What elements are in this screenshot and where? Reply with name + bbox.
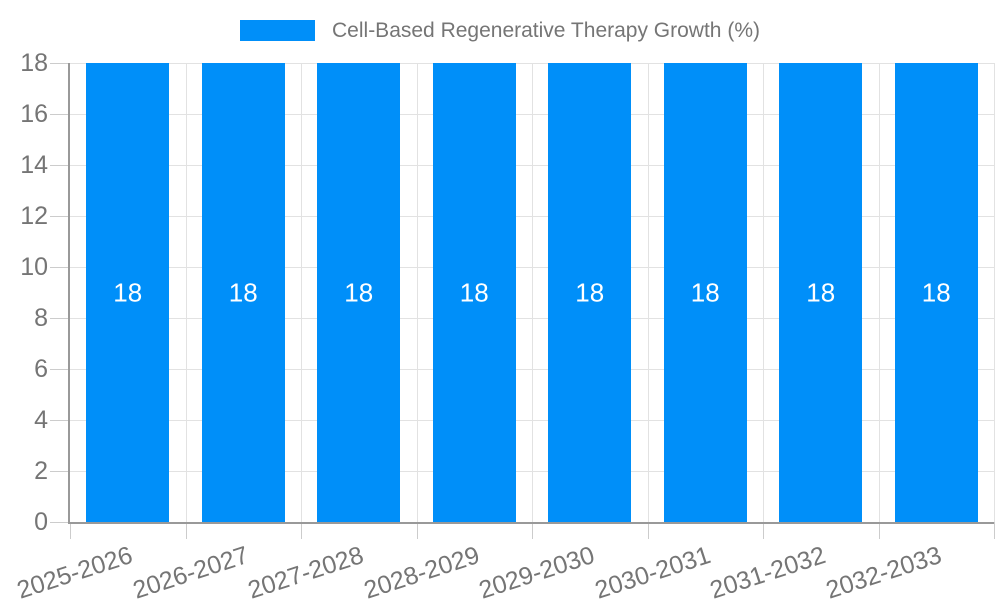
bar[interactable]: 18	[201, 63, 285, 522]
y-tick	[50, 63, 70, 64]
bar[interactable]: 18	[317, 63, 401, 522]
x-axis-category-label: 2025-2026	[13, 541, 137, 600]
bar-value-label: 18	[690, 277, 720, 307]
y-tick	[50, 318, 70, 319]
bar-value-label: 18	[921, 277, 951, 307]
y-tick	[50, 216, 70, 217]
x-axis-category-label: 2032-2033	[822, 541, 945, 600]
bar-value-label: 18	[344, 277, 374, 307]
y-axis-tick-label: 12	[20, 202, 48, 230]
y-axis-tick-label: 0	[34, 508, 48, 536]
bar[interactable]: 18	[894, 63, 978, 522]
y-axis-tick-label: 6	[34, 355, 48, 383]
x-tick	[185, 522, 187, 539]
y-tick	[50, 522, 70, 523]
y-axis-tick-label: 4	[34, 406, 48, 434]
bar-value-label: 18	[113, 277, 143, 307]
chart-legend[interactable]: Cell-Based Regenerative Therapy Growth (…	[0, 20, 1000, 41]
bar-value-label: 18	[228, 277, 258, 307]
x-axis-category-label: 2031-2032	[706, 541, 830, 600]
v-gridline	[416, 63, 418, 522]
y-axis-tick-label: 8	[34, 304, 48, 332]
x-axis-category-label: 2030-2031	[591, 541, 714, 600]
chart-title: Cell-Based Regenerative Therapy Growth (…	[332, 19, 760, 42]
x-tick	[416, 522, 418, 539]
x-tick	[301, 522, 302, 539]
y-axis-tick-label: 10	[20, 253, 48, 281]
bar[interactable]: 18	[86, 63, 170, 522]
v-gridline	[532, 63, 533, 522]
x-tick	[878, 522, 880, 539]
x-axis-category-label: 2026-2027	[129, 541, 252, 600]
y-axis-tick-label: 16	[20, 100, 48, 128]
x-tick	[647, 522, 649, 539]
y-tick	[50, 114, 70, 115]
y-axis-line	[68, 63, 70, 522]
x-tick	[70, 522, 71, 539]
bar-value-label: 18	[575, 277, 605, 307]
bar[interactable]: 18	[432, 63, 516, 522]
y-axis-tick-label: 18	[20, 49, 48, 77]
v-gridline	[301, 63, 302, 522]
y-tick	[50, 267, 70, 268]
bar[interactable]: 18	[779, 63, 863, 522]
y-axis-tick-label: 14	[20, 151, 48, 179]
v-gridline	[185, 63, 187, 522]
x-axis-category-label: 2028-2029	[360, 541, 483, 600]
x-axis-category-label: 2029-2030	[475, 541, 599, 600]
y-tick	[50, 165, 70, 166]
x-tick	[994, 522, 995, 539]
x-axis-line	[68, 522, 994, 524]
legend-swatch	[240, 20, 316, 41]
y-tick	[50, 420, 70, 421]
y-tick	[50, 369, 70, 370]
v-gridline	[647, 63, 649, 522]
bar-value-label: 18	[459, 277, 489, 307]
bar-value-label: 18	[806, 277, 836, 307]
y-tick	[50, 471, 70, 472]
y-axis-tick-label: 2	[34, 457, 48, 485]
v-gridline	[763, 63, 764, 522]
x-axis-category-label: 2027-2028	[244, 541, 368, 600]
v-gridline	[994, 63, 995, 522]
bar[interactable]: 18	[663, 63, 747, 522]
v-gridline	[878, 63, 880, 522]
x-tick	[763, 522, 764, 539]
x-tick	[532, 522, 533, 539]
bar[interactable]: 18	[548, 63, 632, 522]
